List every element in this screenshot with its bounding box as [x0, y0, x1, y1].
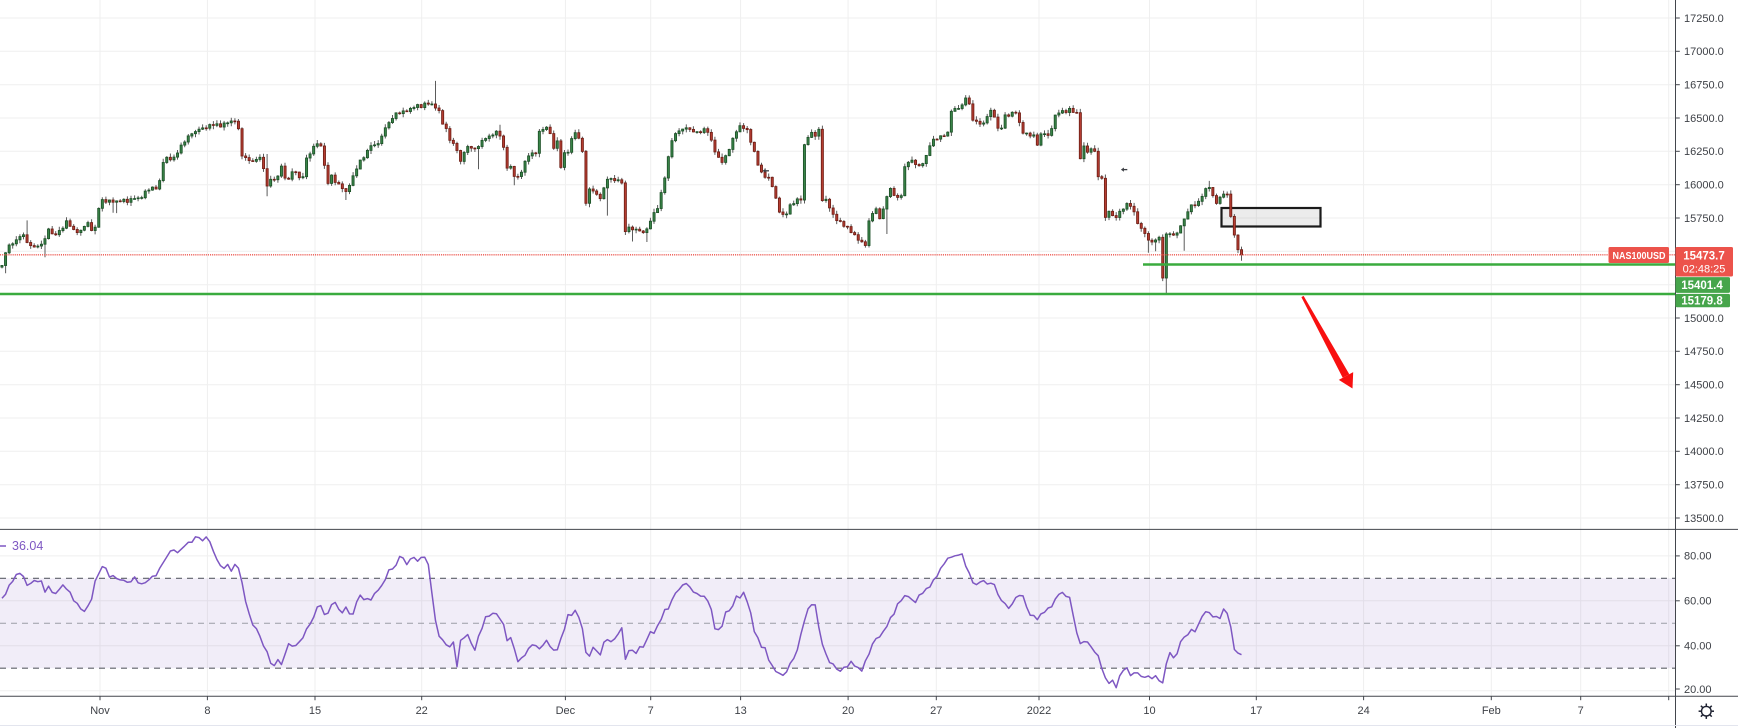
svg-text:22: 22 — [416, 705, 428, 717]
svg-text:13750.0: 13750.0 — [1684, 480, 1724, 492]
svg-text:20.00: 20.00 — [1684, 684, 1712, 696]
svg-text:NAS100USD: NAS100USD — [1613, 251, 1666, 262]
svg-text:80.00: 80.00 — [1684, 551, 1712, 563]
svg-text:15: 15 — [309, 705, 321, 717]
svg-text:16000.0: 16000.0 — [1684, 180, 1724, 192]
svg-text:13: 13 — [734, 705, 746, 717]
svg-text:14500.0: 14500.0 — [1684, 380, 1724, 392]
svg-text:60.00: 60.00 — [1684, 596, 1712, 608]
svg-text:2022: 2022 — [1027, 705, 1051, 717]
svg-text:40.00: 40.00 — [1684, 641, 1712, 653]
svg-text:Feb: Feb — [1482, 705, 1501, 717]
svg-text:15750.0: 15750.0 — [1684, 213, 1724, 225]
svg-text:15473.7: 15473.7 — [1683, 251, 1725, 263]
svg-text:17: 17 — [1250, 705, 1262, 717]
svg-text:14750.0: 14750.0 — [1684, 346, 1724, 358]
svg-text:27: 27 — [930, 705, 942, 717]
svg-text:20: 20 — [842, 705, 854, 717]
svg-text:14250.0: 14250.0 — [1684, 413, 1724, 425]
svg-text:15000.0: 15000.0 — [1684, 313, 1724, 325]
svg-text:7: 7 — [1578, 705, 1584, 717]
svg-text:15401.4: 15401.4 — [1681, 280, 1723, 292]
svg-text:16500.0: 16500.0 — [1684, 113, 1724, 125]
svg-text:16250.0: 16250.0 — [1684, 146, 1724, 158]
svg-text:15179.8: 15179.8 — [1681, 296, 1723, 308]
svg-text:24: 24 — [1357, 705, 1369, 717]
svg-text:13500.0: 13500.0 — [1684, 513, 1724, 525]
svg-text:8: 8 — [204, 705, 210, 717]
svg-text:02:48:25: 02:48:25 — [1683, 264, 1726, 276]
svg-text:16750.0: 16750.0 — [1684, 80, 1724, 92]
svg-text:7: 7 — [648, 705, 654, 717]
svg-text:Nov: Nov — [90, 705, 110, 717]
svg-text:36.04: 36.04 — [12, 539, 43, 553]
svg-text:10: 10 — [1143, 705, 1155, 717]
svg-text:17250.0: 17250.0 — [1684, 13, 1724, 25]
svg-text:14000.0: 14000.0 — [1684, 446, 1724, 458]
svg-text:17000.0: 17000.0 — [1684, 46, 1724, 58]
svg-text:Dec: Dec — [556, 705, 576, 717]
